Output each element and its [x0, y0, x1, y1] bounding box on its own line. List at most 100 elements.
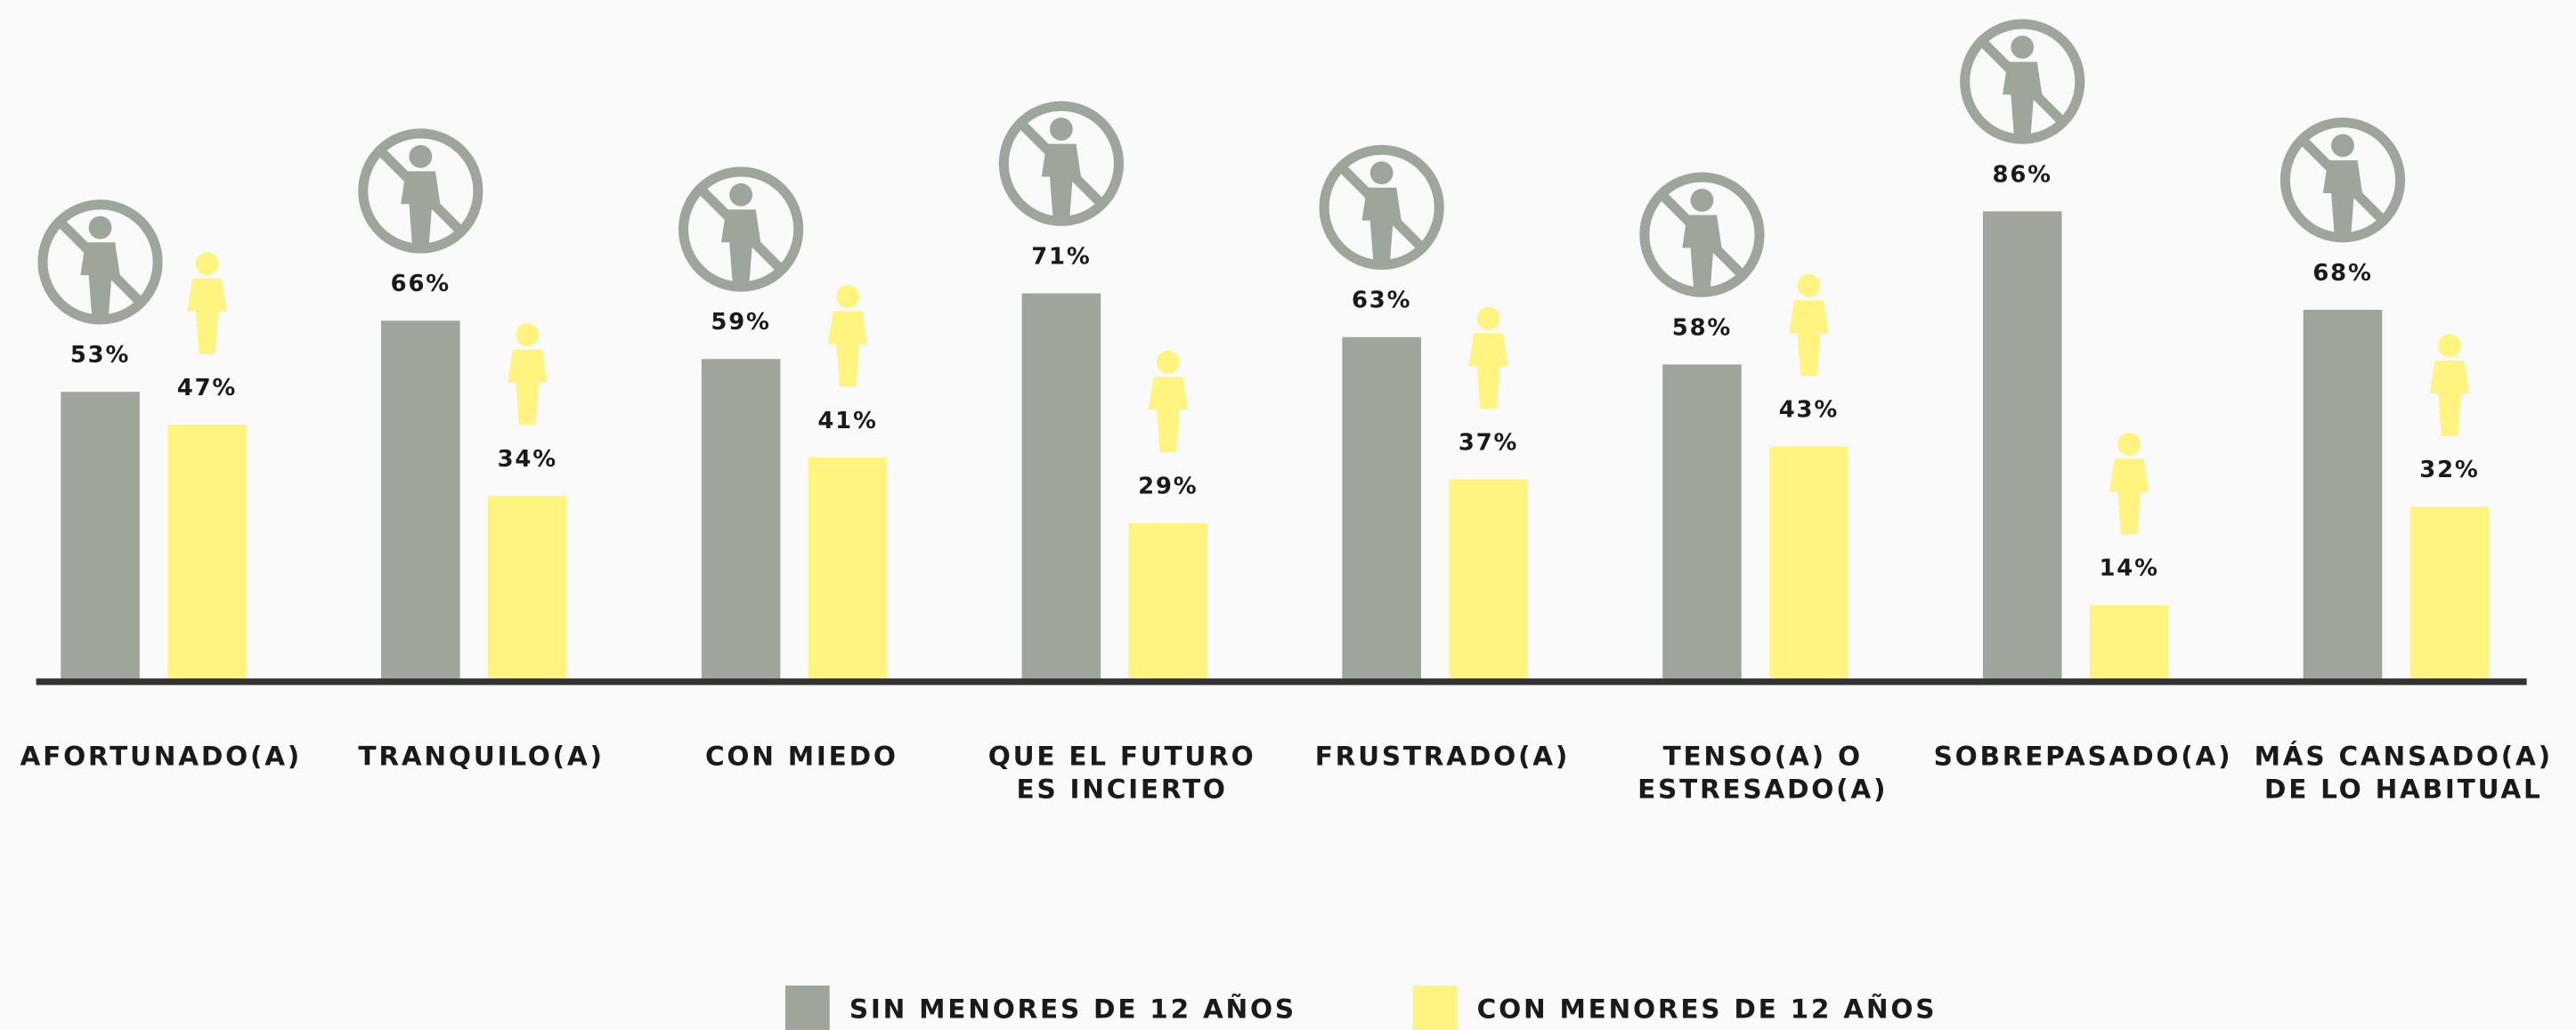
- person-body: [1682, 215, 1722, 291]
- x-tick-label: QUE EL FUTURO ES INCIERTO: [988, 741, 1256, 804]
- child-icon: [508, 323, 548, 426]
- person-body: [2322, 160, 2363, 236]
- bar: [1342, 337, 1421, 682]
- person-head: [1049, 118, 1073, 141]
- no-children-icon: [1960, 19, 2085, 144]
- no-children-icon: [37, 199, 163, 325]
- bar: [167, 425, 247, 682]
- bar: [1449, 479, 1528, 682]
- legend-label: SIN MENORES DE 12 AÑOS: [849, 992, 1296, 1024]
- x-tick-label: AFORTUNADO(A): [20, 741, 303, 771]
- data-label: 68%: [2312, 260, 2372, 287]
- no-children-icon: [1639, 172, 1765, 297]
- data-label: 34%: [498, 446, 557, 473]
- person-body: [187, 278, 227, 354]
- child-icon: [2109, 433, 2149, 535]
- person-body: [827, 311, 868, 387]
- x-tick-label: FRUSTRADO(A): [1315, 741, 1570, 771]
- data-label: 71%: [1031, 243, 1091, 270]
- person-body: [401, 171, 441, 247]
- no-children-icon: [998, 101, 1124, 226]
- x-tick-label: CON MIEDO: [705, 741, 898, 771]
- child-icon: [187, 252, 227, 354]
- data-label: 29%: [1138, 474, 1198, 500]
- person-head: [2117, 433, 2141, 456]
- person-head: [836, 285, 859, 308]
- no-children-icon: [678, 166, 804, 292]
- data-label: 43%: [1779, 396, 1839, 423]
- bar: [808, 457, 888, 682]
- data-label: 53%: [70, 342, 130, 369]
- person-head: [195, 252, 219, 276]
- child-icon: [1468, 306, 1508, 410]
- person-body: [508, 349, 548, 426]
- person-head: [1476, 306, 1500, 330]
- legend-swatch: [784, 985, 830, 1030]
- person-head: [1369, 161, 1394, 185]
- no-children-icon: [1319, 144, 1444, 271]
- no-children-icon: [2279, 118, 2406, 243]
- bar: [2409, 507, 2490, 682]
- icon-ring: [1319, 144, 1444, 271]
- x-tick-label: TENSO(A) O ESTRESADO(A): [1637, 741, 1888, 804]
- person-body: [1361, 187, 1402, 264]
- person-body: [2109, 458, 2149, 535]
- icon-ring: [998, 101, 1124, 226]
- person-head: [1690, 189, 1714, 212]
- person-head: [729, 182, 753, 207]
- icon-ring: [358, 128, 484, 254]
- bar: [1021, 293, 1101, 682]
- child-icon: [827, 285, 868, 387]
- icon-ring: [1639, 172, 1765, 297]
- data-label: 58%: [1672, 314, 1732, 341]
- icon-ring: [2279, 118, 2406, 243]
- bar: [61, 392, 140, 682]
- bar: [381, 320, 460, 682]
- child-icon: [2429, 334, 2470, 436]
- icon-ring: [37, 199, 163, 325]
- child-icon: [1148, 350, 1188, 453]
- x-tick-label: MÁS CANSADO(A) DE LO HABITUAL: [2255, 740, 2553, 804]
- data-label: 14%: [2099, 556, 2158, 582]
- data-label: 63%: [1352, 288, 1411, 314]
- person-body: [1789, 300, 1829, 377]
- legend-swatch: [1412, 985, 1458, 1030]
- person-head: [2011, 35, 2035, 59]
- icon-ring: [678, 166, 804, 292]
- data-label: 86%: [1993, 161, 2052, 188]
- bar: [487, 495, 567, 682]
- data-label: 41%: [817, 408, 877, 434]
- x-tick-label: SOBREPASADO(A): [1934, 741, 2233, 771]
- person-body: [80, 242, 120, 319]
- person-body: [1468, 333, 1508, 410]
- bar: [1662, 364, 1742, 682]
- data-label: 37%: [1459, 429, 1518, 456]
- bar: [1128, 523, 1208, 682]
- x-tick-label: TRANQUILO(A): [358, 741, 604, 771]
- data-label: 66%: [391, 271, 451, 297]
- person-head: [2331, 134, 2354, 158]
- bar: [701, 359, 781, 682]
- person-body: [720, 209, 761, 286]
- icon-ring: [1960, 19, 2085, 144]
- bar: [1982, 211, 2062, 682]
- person-head: [516, 323, 540, 346]
- person-head: [88, 215, 112, 239]
- person-head: [409, 144, 433, 168]
- person-body: [1148, 377, 1188, 453]
- person-head: [1797, 273, 1821, 297]
- bar: [1769, 446, 1849, 682]
- person-body: [2429, 360, 2470, 436]
- data-label: 47%: [177, 375, 237, 401]
- bar: [2303, 309, 2383, 682]
- person-head: [1156, 350, 1180, 374]
- data-label: 32%: [2419, 457, 2479, 483]
- person-head: [2438, 334, 2461, 358]
- no-children-icon: [358, 128, 484, 254]
- person-body: [1041, 143, 1082, 220]
- data-label: 59%: [711, 309, 770, 336]
- bar: [2089, 604, 2169, 682]
- person-body: [2003, 61, 2043, 138]
